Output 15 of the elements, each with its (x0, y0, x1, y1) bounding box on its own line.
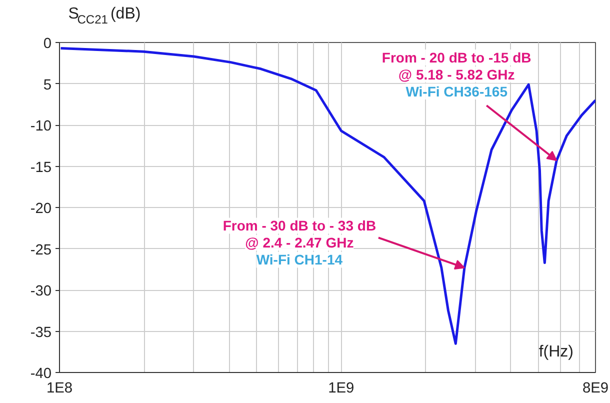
y-tick-label: -35 (30, 324, 52, 341)
y-tick-label: -15 (30, 160, 52, 176)
x-axis-title: f(Hz) (538, 344, 574, 360)
annotation: From - 20 dB to -15 dB @ 5.18 - 5.82 GHz Wi-Fi CH36-165 (382, 49, 532, 100)
x-tick-label: 1E8 (46, 380, 73, 396)
y-tick-label: -20 (30, 201, 52, 217)
y-tick-label: -40 (30, 366, 52, 382)
y-tick-label: -10 (30, 118, 52, 134)
x-tick-label: 8E9 (582, 380, 609, 396)
y-tick-label: -30 (30, 284, 52, 300)
y-tick-label: -25 (30, 242, 52, 258)
annotation: From - 30 dB to - 33 dB @ 2.4 - 2.47 GHz Wi-Fi CH1-14 (222, 218, 376, 268)
y-tick-label: 5 (43, 77, 52, 94)
y-tick-label: 0 (43, 36, 52, 52)
x-tick-label: 1E9 (328, 380, 354, 396)
